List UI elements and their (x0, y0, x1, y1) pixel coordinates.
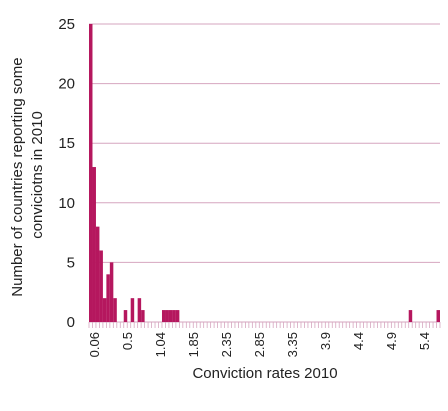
y-tick-labels: 0 5 10 15 20 25 (58, 16, 75, 331)
x-tick-label-4: 2.35 (219, 332, 234, 357)
y-axis-title-line-1: Number of countries reporting some (9, 57, 26, 296)
y-tick-label-10: 10 (58, 195, 75, 212)
x-tick-label-5: 2.85 (252, 332, 267, 357)
bar-bin-14 (137, 298, 142, 322)
bar-bin-7 (113, 298, 117, 322)
bar-bin-22 (165, 310, 169, 322)
bar-bin-23 (168, 310, 173, 322)
bar-bin-6 (109, 262, 114, 322)
y-tick-label-20: 20 (58, 76, 75, 93)
x-tick-label-7: 3.9 (318, 332, 333, 350)
bar-bin-1 (92, 167, 96, 322)
x-tick-label-3: 1.85 (186, 332, 201, 357)
x-tick-label-8: 4.4 (351, 332, 366, 350)
x-axis-title: Conviction rates 2010 (192, 365, 337, 382)
y-tick-label-0: 0 (67, 314, 75, 331)
bar-bin-92 (408, 310, 413, 322)
x-tick-marks (88, 322, 441, 328)
bar-bin-2 (95, 226, 100, 322)
bar-bin-24 (172, 310, 176, 322)
x-tick-label-10: 5.4 (417, 332, 432, 350)
bar-bin-5 (106, 274, 110, 322)
y-tick-label-25: 25 (58, 16, 75, 33)
x-tick-label-2: 1.04 (153, 332, 168, 357)
x-tick-label-1: 0.5 (120, 332, 135, 350)
histogram-bars (89, 24, 440, 322)
y-tick-label-5: 5 (67, 254, 75, 271)
bar-bin-15 (141, 310, 145, 322)
y-tick-label-15: 15 (58, 135, 75, 152)
bar-bin-12 (130, 298, 135, 322)
grid-lines (89, 23, 440, 323)
y-axis-title: Number of countries reporting some convi… (9, 53, 46, 296)
x-tick-label-0: 0.06 (87, 332, 102, 357)
y-axis-title-line-2: conviciotns in 2010 (29, 111, 46, 239)
bar-bin-10 (123, 310, 128, 322)
bar-bin-3 (99, 250, 103, 322)
bar-bin-100 (436, 310, 440, 322)
x-tick-label-6: 3.35 (285, 332, 300, 357)
bar-bin-25 (175, 310, 180, 322)
bar-bin-21 (161, 310, 166, 322)
x-tick-labels: 0.06 0.5 1.04 1.85 2.35 2.85 3.35 3.9 4.4 4.9 5.4 (87, 332, 432, 357)
x-tick-label-9: 4.9 (384, 332, 399, 350)
bar-bin-0 (89, 24, 93, 322)
bar-bin-4 (102, 298, 107, 322)
